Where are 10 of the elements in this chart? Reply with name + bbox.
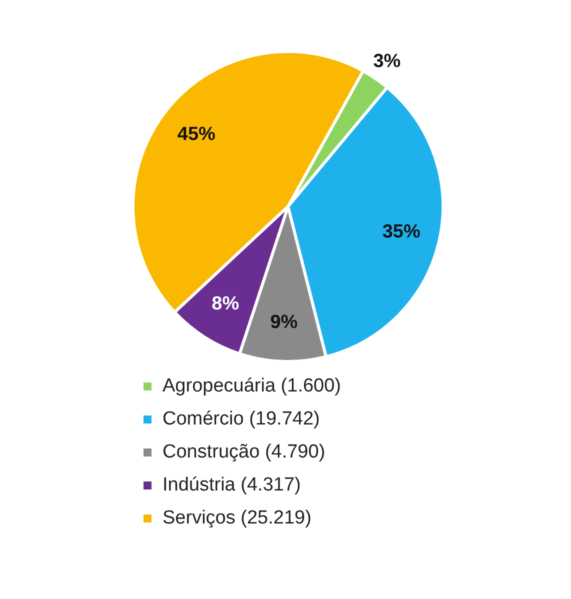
legend-label: Indústria (4.317) bbox=[162, 474, 301, 496]
data-label: 3% bbox=[373, 51, 401, 72]
legend-label: Construção (4.790) bbox=[162, 442, 326, 463]
data-label: 45% bbox=[177, 124, 216, 146]
data-label: 8% bbox=[212, 294, 240, 315]
legend-label: Comércio (19.742) bbox=[162, 408, 320, 430]
legend-label: Serviços (25.219) bbox=[162, 508, 312, 529]
data-label: 35% bbox=[382, 221, 420, 242]
data-label: 9% bbox=[270, 312, 298, 333]
legend-label: Agropecuária (1.600) bbox=[162, 376, 341, 397]
